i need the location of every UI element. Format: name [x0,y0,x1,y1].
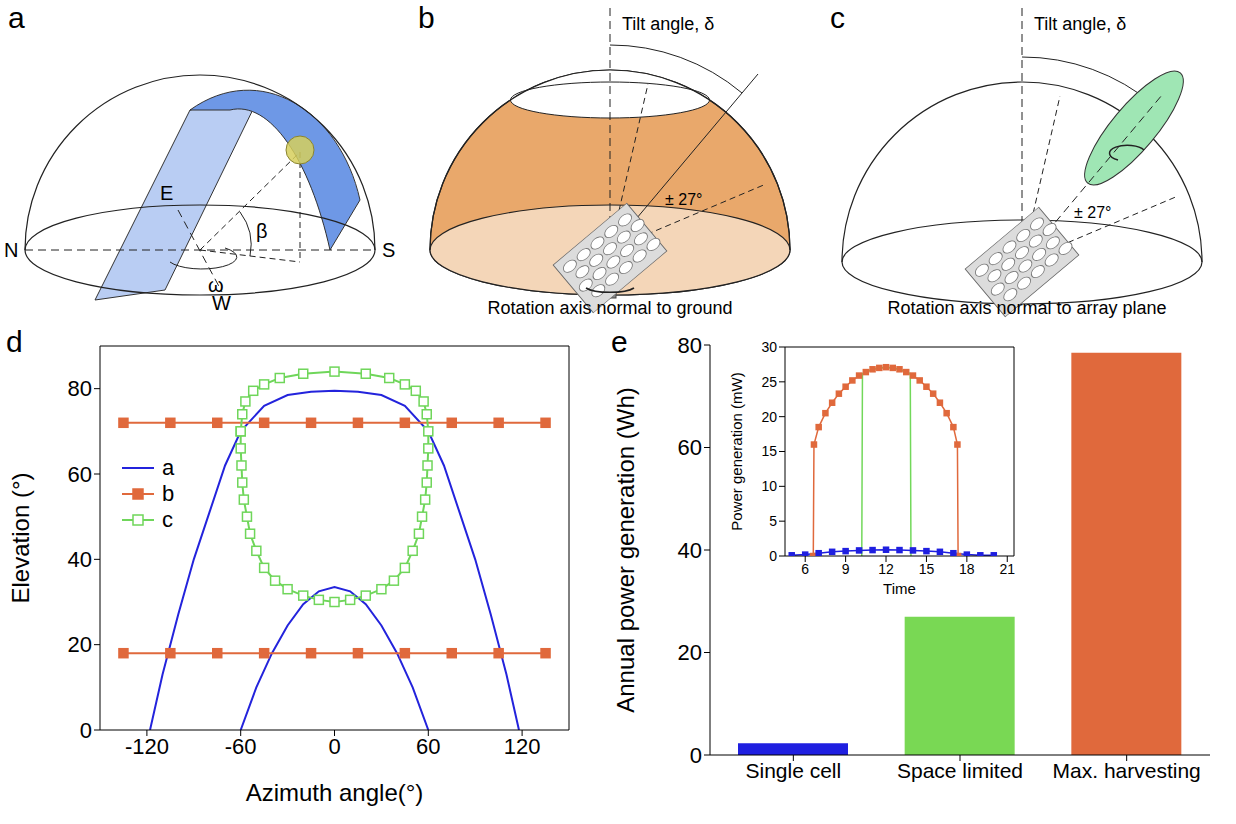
svg-text:20: 20 [678,640,702,665]
svg-text:60: 60 [416,734,440,759]
svg-text:a: a [8,1,25,34]
svg-text:Elevation (°): Elevation (°) [7,473,34,604]
svg-text:9: 9 [842,561,850,577]
svg-text:ω: ω [208,274,224,296]
svg-text:0: 0 [80,718,92,743]
svg-text:15: 15 [919,561,935,577]
svg-text:W: W [212,292,231,314]
svg-text:20: 20 [761,409,777,425]
svg-text:Tilt angle, δ: Tilt angle, δ [1034,14,1126,34]
svg-text:60: 60 [68,462,92,487]
svg-text:Azimuth angle(°): Azimuth angle(°) [246,779,424,806]
svg-text:5: 5 [769,513,777,529]
svg-text:0: 0 [328,734,340,759]
svg-text:Space limited: Space limited [897,759,1023,782]
svg-text:N: N [4,239,18,261]
svg-text:80: 80 [68,376,92,401]
svg-text:± 27°: ± 27° [1074,204,1111,221]
svg-text:Power generation (mW): Power generation (mW) [728,372,745,530]
html-text:d: d [6,325,23,358]
svg-text:-60: -60 [225,734,257,759]
svg-text:18: 18 [959,561,975,577]
svg-text:10: 10 [761,478,777,494]
svg-text:Rotation axis normal to ground: Rotation axis normal to ground [487,298,732,318]
svg-text:120: 120 [504,734,541,759]
svg-text:b: b [418,1,435,34]
svg-text:40: 40 [678,538,702,563]
svg-text:6: 6 [801,561,809,577]
html-text:c: c [162,507,173,532]
svg-text:Max. harvesting: Max. harvesting [1053,759,1201,782]
svg-text:E: E [160,182,173,204]
svg-text:S: S [382,239,395,261]
svg-text:30: 30 [761,340,777,355]
svg-text:Time: Time [883,580,916,597]
svg-text:40: 40 [68,547,92,572]
svg-text:20: 20 [68,632,92,657]
html-text:e: e [611,325,628,358]
svg-text:0: 0 [690,743,702,768]
svg-text:15: 15 [761,443,777,459]
svg-text:80: 80 [678,333,702,358]
svg-text:± 27°: ± 27° [665,191,702,208]
svg-text:12: 12 [878,561,894,577]
svg-text:21: 21 [999,561,1015,577]
svg-text:β: β [256,220,268,242]
svg-text:c: c [830,1,845,34]
svg-text:Tilt angle, δ: Tilt angle, δ [622,14,714,34]
svg-text:Rotation axis normal to array: Rotation axis normal to array plane [887,298,1166,318]
svg-text:-120: -120 [125,734,169,759]
svg-text:0: 0 [769,548,777,564]
svg-text:60: 60 [678,435,702,460]
svg-text:25: 25 [761,374,777,390]
svg-text:Annual power generation (Wh): Annual power generation (Wh) [612,387,639,713]
svg-text:Single cell: Single cell [745,759,841,782]
html-text:a: a [162,455,175,480]
html-text:b: b [162,481,175,506]
